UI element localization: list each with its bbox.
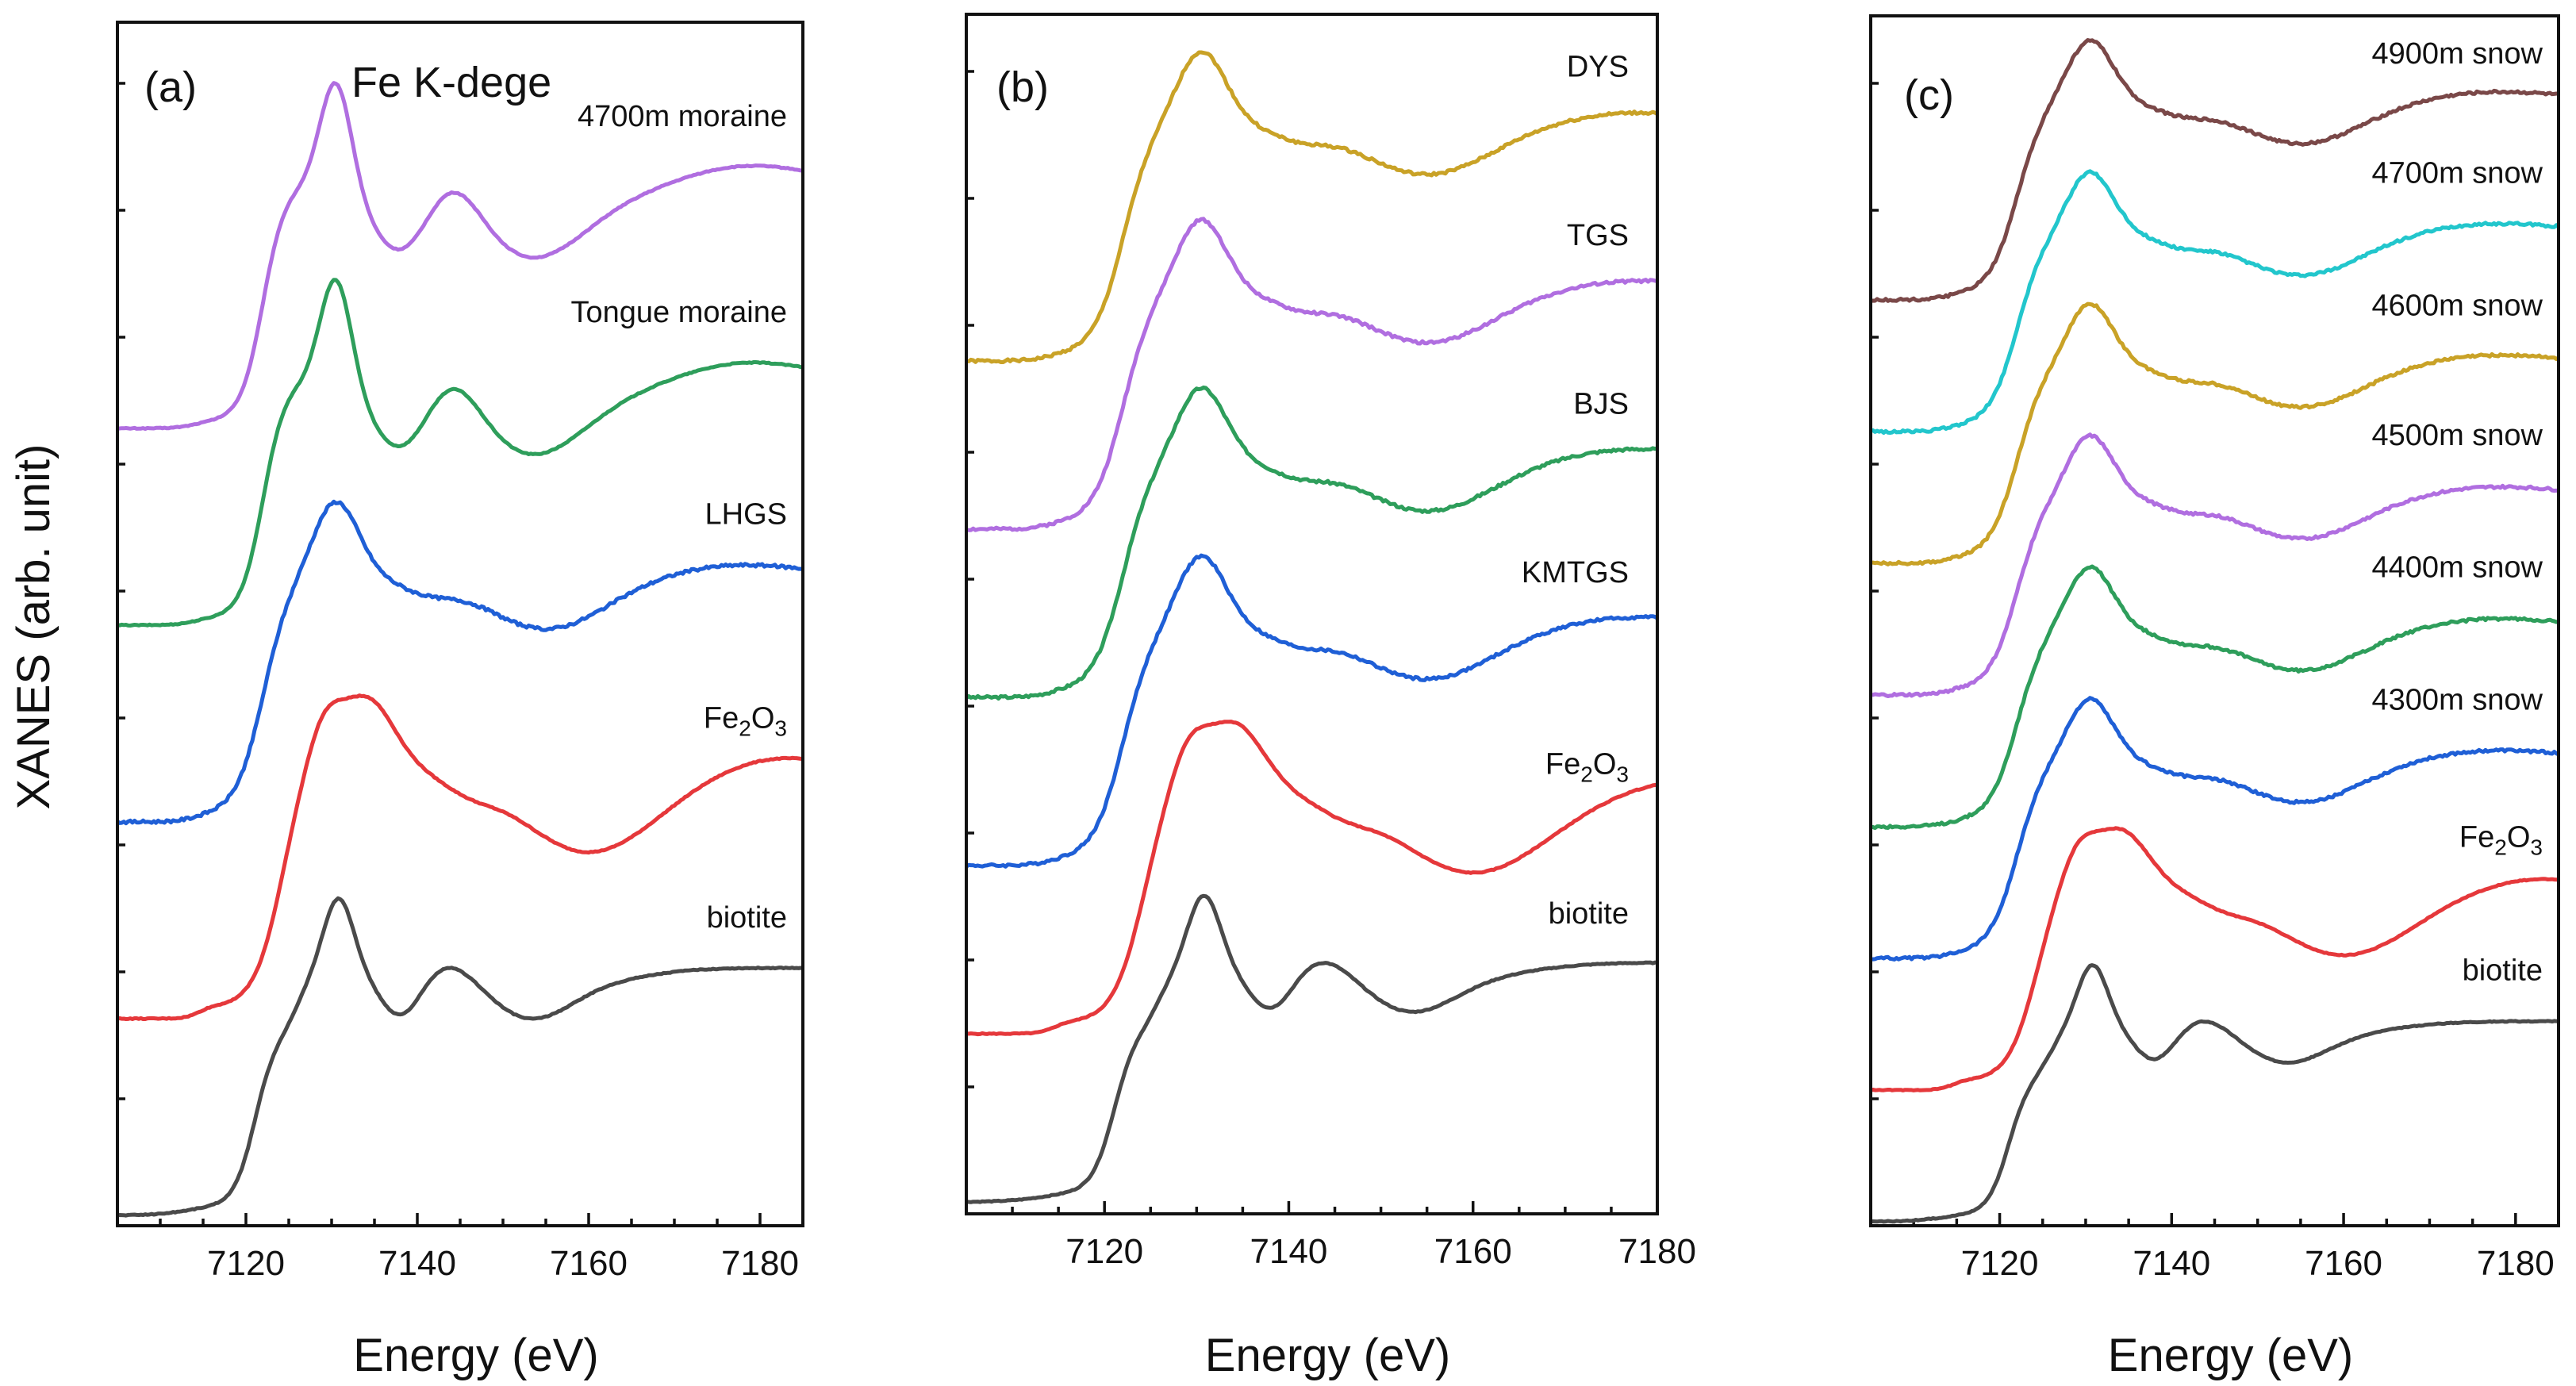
panel-tag: (a) (144, 63, 197, 111)
series-4600m-snow-line (1872, 301, 2557, 566)
x-tick-label-7120: 7120 (1961, 1244, 2039, 1283)
curve-label-4700m-moraine: 4700m moraine (578, 100, 787, 133)
x-axis-title: Energy (eV) (2108, 1330, 2353, 1381)
series-4900m-snow-line (1872, 38, 2557, 303)
plot-frame (965, 13, 1659, 1215)
x-axis-title: Energy (eV) (353, 1330, 598, 1381)
x-tick-label-7160: 7160 (2305, 1244, 2382, 1283)
series-4500m-snow-line (1872, 432, 2557, 698)
x-tick-label-7120: 7120 (207, 1244, 285, 1283)
curve-label-tongue-moraine: Tongue moraine (570, 296, 787, 329)
x-tick-label-7140: 7140 (378, 1244, 456, 1283)
curve-label-4600m-snow: 4600m snow (2372, 289, 2543, 322)
series-biotite-line (968, 893, 1656, 1204)
x-tick-label-7140: 7140 (1250, 1232, 1328, 1271)
x-tick-label-7160: 7160 (1434, 1232, 1512, 1271)
panel-tag: (c) (1904, 71, 1954, 119)
series-dys-line (968, 50, 1656, 364)
series-biotite-line (119, 896, 801, 1218)
x-tick-label-7180: 7180 (721, 1244, 799, 1283)
panel-a: 7120 7140 7160 7180 Energy (eV) (a) Fe K-dege 4… (116, 21, 804, 1381)
series-kmtgs-line (968, 553, 1656, 869)
panel-tag: (b) (996, 63, 1049, 111)
series-biotite-line (1872, 963, 2557, 1224)
panel-title: Fe K-dege (351, 59, 551, 106)
series-4300m-snow-line (1872, 696, 2557, 962)
curve-label-fe2o3: Fe2O3 (1545, 747, 1629, 786)
series-bjs-line (968, 385, 1656, 701)
curve-label-4300m-snow: 4300m snow (2372, 683, 2543, 716)
curve-label-fe2o3: Fe2O3 (2459, 821, 2543, 860)
series-4700m-snow-line (1872, 169, 2557, 435)
curve-label-lhgs: LHGS (705, 497, 787, 531)
curve-label-4500m-snow: 4500m snow (2372, 419, 2543, 452)
series-tgs-line (968, 217, 1656, 532)
curve-label-biotite: biotite (1549, 897, 1629, 931)
curve-label-fe2o3: Fe2O3 (704, 702, 787, 741)
series-4400m-snow-line (1872, 564, 2557, 831)
x-tick-label-7140: 7140 (2133, 1244, 2210, 1283)
curve-label-4700m-snow: 4700m snow (2372, 157, 2543, 190)
x-axis-title: Energy (eV) (1205, 1330, 1450, 1381)
x-tick-label-7180: 7180 (2477, 1244, 2555, 1283)
series-fe2o3-line (1872, 826, 2557, 1092)
curve-label-biotite: biotite (707, 901, 787, 935)
curve-label-dys: DYS (1567, 51, 1629, 84)
x-tick-label-7180: 7180 (1618, 1232, 1696, 1271)
curve-label-tgs: TGS (1567, 219, 1629, 252)
curve-label-4900m-snow: 4900m snow (2372, 37, 2543, 71)
curve-label-kmtgs: KMTGS (1522, 556, 1629, 589)
curve-label-bjs: BJS (1573, 388, 1629, 421)
curve-label-biotite: biotite (2463, 954, 2543, 987)
series-fe2o3-line (968, 720, 1656, 1037)
series-lhgs-line (119, 499, 801, 826)
series-4700m-moraine-line (119, 81, 801, 431)
series-tongue-moraine-line (119, 278, 801, 628)
curve-label-4400m-snow: 4400m snow (2372, 551, 2543, 585)
y-axis-title: XANES (arb. unit) (8, 444, 60, 810)
x-tick-label-7120: 7120 (1065, 1232, 1143, 1271)
panel-c: 7120 7140 7160 7180 Energy (eV) (c) 4900m snow… (1869, 14, 2560, 1381)
series-fe2o3-line (119, 693, 801, 1021)
panel-b: 7120 7140 7160 7180 Energy (eV) (b) DYS TGS BJS K… (965, 13, 1696, 1381)
x-tick-label-7160: 7160 (550, 1244, 628, 1283)
